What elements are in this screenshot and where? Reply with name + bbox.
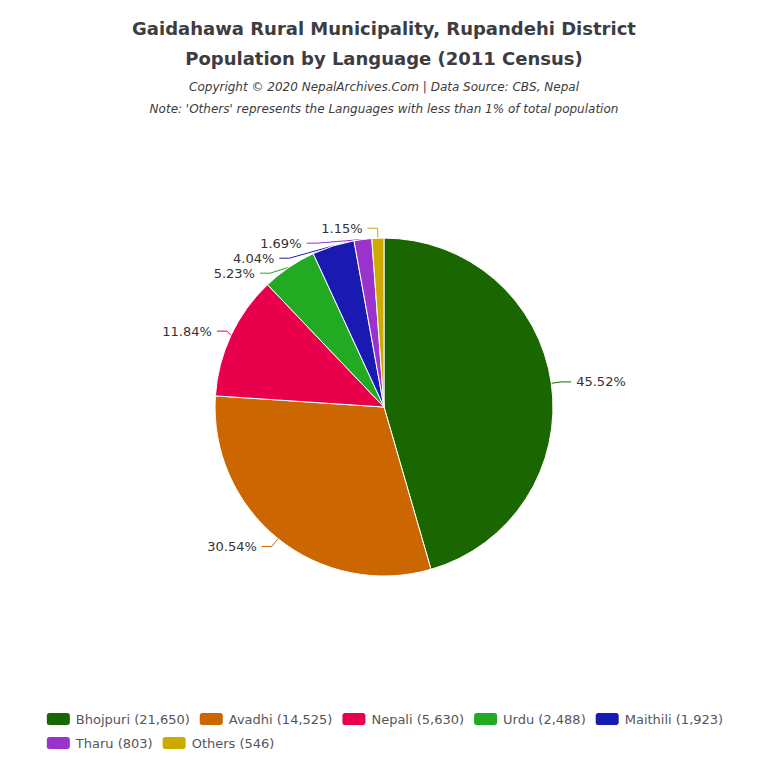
svg-text:Copyright © 2020 NepalArchives: Copyright © 2020 NepalArchives.Com | Dat… bbox=[189, 80, 580, 94]
svg-text:Tharu (803): Tharu (803) bbox=[75, 736, 153, 751]
svg-text:45.52%: 45.52% bbox=[576, 374, 626, 389]
svg-text:Nepali (5,630): Nepali (5,630) bbox=[371, 712, 464, 727]
svg-text:Gaidahawa Rural Municipality,: Gaidahawa Rural Municipality, Rupandehi … bbox=[132, 18, 636, 39]
svg-text:Others (546): Others (546) bbox=[192, 736, 275, 751]
svg-text:4.04%: 4.04% bbox=[233, 251, 274, 266]
svg-text:Population by Language (2011 C: Population by Language (2011 Census) bbox=[185, 48, 583, 69]
svg-text:1.69%: 1.69% bbox=[260, 236, 301, 251]
svg-text:Bhojpuri (21,650): Bhojpuri (21,650) bbox=[76, 712, 190, 727]
svg-text:Note: 'Others' represents the: Note: 'Others' represents the Languages … bbox=[150, 102, 619, 116]
svg-text:Maithili (1,923): Maithili (1,923) bbox=[625, 712, 723, 727]
svg-text:11.84%: 11.84% bbox=[162, 324, 212, 339]
svg-text:Avadhi (14,525): Avadhi (14,525) bbox=[229, 712, 333, 727]
svg-text:5.23%: 5.23% bbox=[214, 266, 255, 281]
svg-text:1.15%: 1.15% bbox=[321, 221, 362, 236]
svg-text:30.54%: 30.54% bbox=[207, 539, 257, 554]
svg-text:Urdu (2,488): Urdu (2,488) bbox=[503, 712, 586, 727]
